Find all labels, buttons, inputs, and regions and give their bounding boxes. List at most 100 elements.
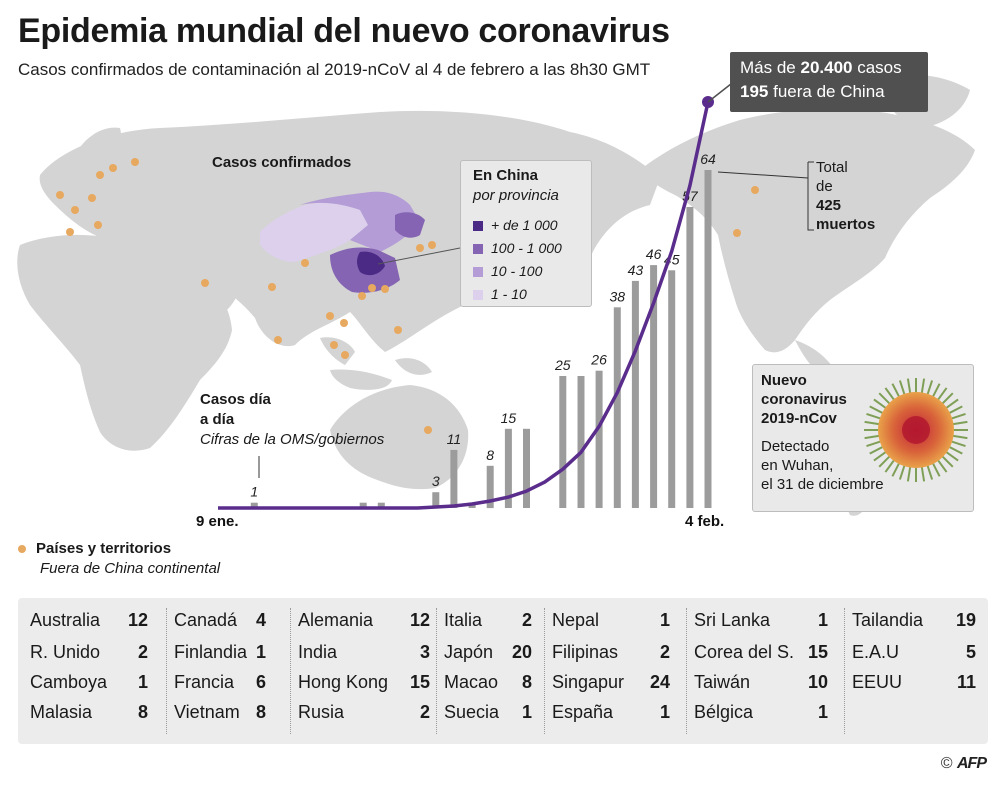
bar-label: 3 [432,473,440,489]
bar-label: 25 [554,357,571,373]
country-row: Sri Lanka 1 [694,610,828,631]
virus-info-box: Nuevo coronavirus 2019-nCov Detectado en… [752,364,974,512]
country-row: Bélgica 1 [694,702,828,723]
china-legend-title: En China [473,167,539,184]
country-row: Alemania 12 [298,610,430,631]
column-separator [844,608,846,734]
country-count: 1 [817,610,828,630]
country-count: 15 [807,642,828,662]
country-row: España 1 [552,702,670,723]
virus-title: Nuevo coronavirus 2019-nCov [761,372,847,427]
country-count: 24 [649,672,670,692]
bar [559,376,567,508]
column-separator [544,608,546,734]
callout-outside-count: 195 [740,82,769,101]
callout-line1: Más de 20.400 casos [740,58,902,77]
bar [686,207,694,508]
deaths-label: Total de 425 muertos [816,159,876,233]
country-name: Francia [174,672,235,692]
country-count: 20 [511,642,532,662]
country-count: 12 [127,610,148,630]
country-row: Australia 12 [30,610,148,631]
country-count: 1 [659,610,670,630]
country-count: 2 [419,702,430,722]
country-row: India 3 [298,642,430,663]
country-row: Japón 20 [444,642,532,663]
country-count: 3 [419,642,430,662]
country-name: Japón [444,642,494,662]
callout-line2: 195 fuera de China [740,82,885,101]
column-separator [436,608,438,734]
country-name: Singapur [552,672,625,692]
country-name: Finlandia [174,642,248,662]
bar-label: 1 [250,484,258,500]
bar-label: 8 [486,447,494,463]
countries-table: Australia 12 R. Unido 2 Camboya 1 Malasia 8 Cana… [18,598,988,744]
country-row: Finlandia 1 [174,642,266,663]
legend-label: + de 1 000 [491,217,558,233]
country-count: 2 [659,642,670,662]
bar-label: 46 [646,246,662,262]
page-title: Epidemia mundial del nuevo coronavirus [18,12,670,50]
bar-label: 15 [501,410,517,426]
column-separator [686,608,688,734]
country-count: 8 [137,702,148,722]
country-row: Rusia 2 [298,702,430,723]
country-name: Taiwán [694,672,751,692]
country-name: Sri Lanka [694,610,771,630]
legend-swatch [473,244,483,255]
bar-label: 43 [628,262,644,278]
country-row: Vietnam 8 [174,702,266,723]
bar-label: 64 [700,151,716,167]
virus-description: Detectado en Wuhan, el 31 de diciembre [761,438,884,493]
country-name: Alemania [298,610,374,630]
bar [377,502,385,508]
country-row: Macao 8 [444,672,532,693]
legend-item: + de 1 000 [473,217,558,233]
page-subtitle: Casos confirmados de contaminación al 20… [18,60,651,79]
country-name: Malasia [30,702,93,722]
x-start-label: 9 ene. [196,513,239,530]
legend-swatch [473,221,483,232]
country-name: Suecia [444,702,500,722]
dots-key: Países y territorios Fuera de China cont… [18,540,220,577]
country-row: EEUU 11 [852,672,976,693]
country-row: Filipinas 2 [552,642,670,663]
bar-label: 11 [447,431,462,447]
bar [432,492,440,508]
bar [704,170,712,508]
bar [250,502,258,508]
country-row: Suecia 1 [444,702,532,723]
country-row: Malasia 8 [30,702,148,723]
country-name: Tailandia [852,610,924,630]
country-count: 1 [521,702,532,722]
country-name: Camboya [30,672,108,692]
country-count: 6 [255,672,266,692]
country-count: 12 [409,610,430,630]
country-row: Singapur 24 [552,672,670,693]
country-count: 15 [409,672,430,692]
legend-label: 1 - 10 [491,286,527,302]
country-name: España [552,702,614,722]
country-name: Macao [444,672,499,692]
china-provinces [260,191,425,293]
country-name: EEUU [852,672,903,692]
legend-item: 10 - 100 [473,263,542,279]
bar [486,465,494,509]
country-name: Canadá [174,610,238,630]
deaths-count: 425 [816,197,842,214]
china-legend: En China por provincia + de 1 000 100 - … [460,160,592,307]
bar [504,428,512,508]
bar [650,265,658,508]
country-count: 11 [956,672,976,692]
country-count: 4 [255,610,266,630]
country-row: Corea del S. 15 [694,642,828,663]
bar [523,428,530,508]
country-row: Taiwán 10 [694,672,828,693]
daily-cases-label: Casos día a día Cifras de la OMS/gobiern… [200,391,385,448]
country-name: Hong Kong [298,672,389,692]
country-name: E.A.U [852,642,900,662]
credit: © AFP [940,755,987,772]
country-name: Bélgica [694,702,754,722]
legend-label: 10 - 100 [491,263,543,279]
